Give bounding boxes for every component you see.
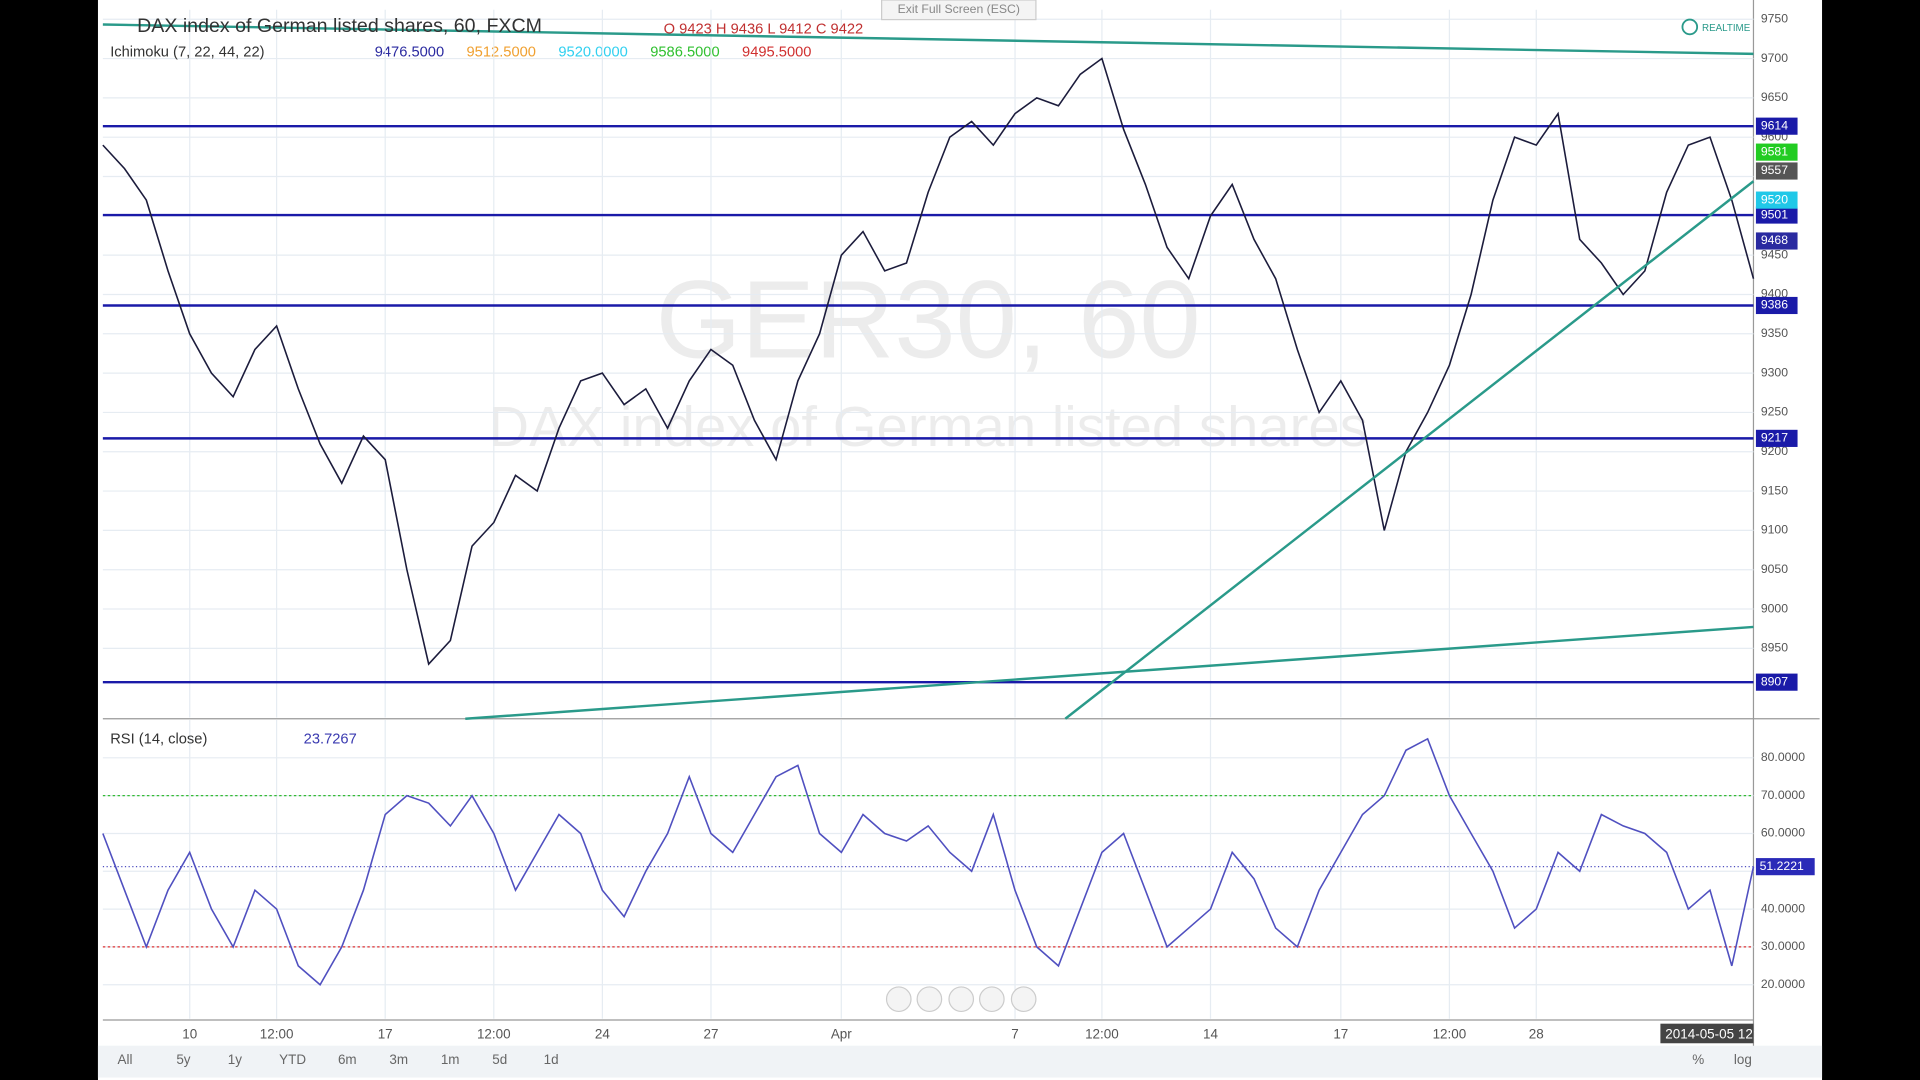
price-marker <box>1755 191 1798 209</box>
y-tick-label: 9250 <box>1761 405 1788 419</box>
chart-window <box>97 0 1823 1080</box>
range-button[interactable]: 1d <box>544 1052 559 1067</box>
nav-buttons <box>885 986 1037 1013</box>
y-tick-label: 9350 <box>1761 326 1788 340</box>
level-label: 9614 <box>1761 118 1788 132</box>
plot: 9476.5000 9512.5000 9520.0000 9586.5000 9495… <box>102 9 1815 1041</box>
y-tick-label: 60.0000 <box>1761 826 1805 840</box>
x-tick-label: 17 <box>378 1026 393 1041</box>
y-tick-label: 9200 <box>1761 444 1788 458</box>
realtime: REALTIME <box>1702 23 1751 34</box>
x-tick-label: 27 <box>703 1026 718 1041</box>
indicator-value: 9495.5000 <box>742 45 811 61</box>
toolbar <box>97 1045 1823 1078</box>
y-tick-label: 70.0000 <box>1761 788 1805 802</box>
reset[interactable] <box>948 986 975 1013</box>
price-marker <box>1755 162 1798 180</box>
y-tick-label: 9750 <box>1761 11 1788 25</box>
zoom-in[interactable] <box>978 986 1005 1013</box>
y-tick-label: 80.0000 <box>1761 750 1805 764</box>
x-tick-label: 24 <box>595 1026 610 1041</box>
y-tick-label: 40.0000 <box>1761 901 1805 915</box>
scroll-right[interactable] <box>1010 986 1037 1013</box>
x-tick-label: Apr <box>831 1026 852 1041</box>
level-tag <box>1755 296 1798 315</box>
price-marker-label: 9520 <box>1761 192 1788 206</box>
range-button[interactable]: 5d <box>492 1052 507 1067</box>
level-tag <box>1755 206 1798 224</box>
x-tick-label: 7 <box>1011 1026 1018 1041</box>
range-button[interactable]: 1y <box>228 1052 242 1067</box>
indicator-value: 9520.0000 <box>558 45 627 61</box>
indicator-value: 9586.5000 <box>650 45 719 61</box>
zoom-out[interactable] <box>916 986 943 1013</box>
y-tick-label: 9700 <box>1761 51 1788 65</box>
scale-button[interactable]: log <box>1734 1052 1752 1067</box>
y-tick-label: 9100 <box>1761 523 1788 537</box>
range-button[interactable]: 6m <box>338 1052 357 1067</box>
exit-fullscreen[interactable] <box>881 0 1037 21</box>
indicator-name: Ichimoku (7, 22, 44, 22) <box>110 45 264 61</box>
ohlc: O 9423 H 9436 L 9412 C 9422 <box>664 21 864 37</box>
range-button[interactable]: YTD <box>279 1052 306 1067</box>
range-button[interactable]: 1m <box>441 1052 460 1067</box>
y-tick-label: 9300 <box>1761 365 1788 379</box>
price-marker <box>1755 232 1798 250</box>
y-tick-label: 30.0000 <box>1761 939 1805 953</box>
x-tick-label: 28 <box>1529 1026 1544 1041</box>
level-label: 9217 <box>1761 431 1788 445</box>
watermark: GER30, 60 <box>656 258 1201 381</box>
x-tick-label: 10 <box>182 1026 197 1041</box>
level-label: 9501 <box>1761 207 1788 221</box>
trend-line <box>1064 180 1755 720</box>
series-line <box>102 737 1755 986</box>
y-tick-label: 9450 <box>1761 247 1788 261</box>
price-marker <box>1755 143 1798 161</box>
rsi-current: 23.7267 <box>304 731 357 747</box>
price-marker-label: 9468 <box>1761 233 1788 247</box>
indicator-value: 9476.5000 <box>375 45 444 61</box>
trend-line <box>465 625 1754 720</box>
indicator-value: 9512.5000 <box>467 45 536 61</box>
watermark-sub: DAX index of German listed shares <box>488 395 1368 458</box>
price-marker-label: 9581 <box>1761 144 1788 158</box>
y-tick-label: 9150 <box>1761 483 1788 497</box>
series-line <box>102 57 1755 666</box>
level-label: 8907 <box>1761 674 1788 688</box>
date-tag <box>1660 1023 1754 1044</box>
scroll-left[interactable] <box>885 986 912 1013</box>
y-tick-label: 9650 <box>1761 90 1788 104</box>
trend-line <box>102 23 1754 56</box>
level-tag <box>1755 117 1798 135</box>
level-tag <box>1755 429 1798 447</box>
x-tick-label: 12:00 <box>1085 1026 1119 1041</box>
exit-fullscreen-label[interactable]: Exit Full Screen (ESC) <box>898 2 1020 16</box>
rsi-title: RSI (14, close) <box>110 731 207 747</box>
scale-button[interactable]: % <box>1692 1052 1704 1067</box>
y-tick-label: 9050 <box>1761 562 1788 576</box>
level-label: 9386 <box>1761 298 1788 312</box>
level-tag <box>1755 673 1798 691</box>
x-tick-label: 12:00 <box>477 1026 511 1041</box>
date-tag-label: 2014-05-05 12: <box>1665 1026 1756 1041</box>
chart-title: DAX index of German listed shares, 60, F… <box>137 15 542 37</box>
x-tick-label: 14 <box>1203 1026 1218 1041</box>
x-tick-label: 12:00 <box>260 1026 294 1041</box>
realtime-icon <box>1681 18 1699 36</box>
y-tick-label: 20.0000 <box>1761 977 1805 991</box>
current-label: 51.2221 <box>1760 859 1804 873</box>
x-tick-label: 12:00 <box>1433 1026 1467 1041</box>
x-tick-label: 17 <box>1333 1026 1348 1041</box>
range-button[interactable]: All <box>118 1052 133 1067</box>
price-marker-label: 9557 <box>1761 163 1788 177</box>
current-tag <box>1755 858 1815 876</box>
range-button[interactable]: 5y <box>176 1052 190 1067</box>
range-button[interactable]: 3m <box>389 1052 408 1067</box>
y-tick-label: 9000 <box>1761 601 1788 615</box>
y-tick-label: 8950 <box>1761 641 1788 655</box>
